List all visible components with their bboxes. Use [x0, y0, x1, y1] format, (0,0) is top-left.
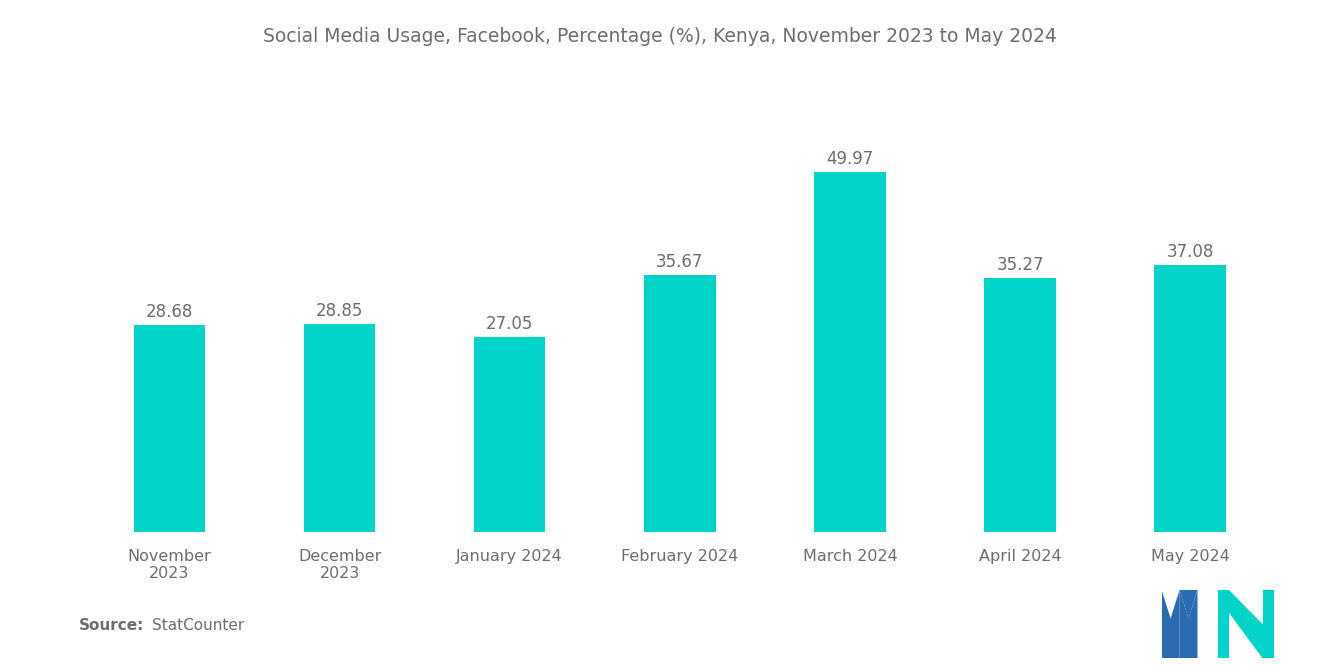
Polygon shape — [1162, 590, 1180, 658]
Bar — [644, 275, 715, 532]
Polygon shape — [1180, 590, 1197, 618]
Bar — [474, 337, 545, 532]
Text: 37.08: 37.08 — [1167, 243, 1214, 261]
Polygon shape — [1217, 590, 1229, 658]
Bar — [133, 325, 205, 532]
Bar — [304, 324, 375, 532]
Text: 27.05: 27.05 — [486, 315, 533, 332]
Bar — [814, 172, 886, 532]
Text: 28.85: 28.85 — [315, 302, 363, 320]
Text: 28.68: 28.68 — [145, 303, 193, 321]
Text: 35.67: 35.67 — [656, 253, 704, 271]
Text: 49.97: 49.97 — [826, 150, 874, 168]
Polygon shape — [1180, 590, 1197, 658]
Polygon shape — [1262, 590, 1274, 658]
Text: Social Media Usage, Facebook, Percentage (%), Kenya, November 2023 to May 2024: Social Media Usage, Facebook, Percentage… — [263, 27, 1057, 46]
Bar — [1155, 265, 1226, 532]
Text: Source:: Source: — [79, 618, 145, 632]
Bar — [985, 278, 1056, 532]
Text: StatCounter: StatCounter — [152, 618, 244, 632]
Polygon shape — [1229, 590, 1274, 658]
Text: 35.27: 35.27 — [997, 255, 1044, 273]
